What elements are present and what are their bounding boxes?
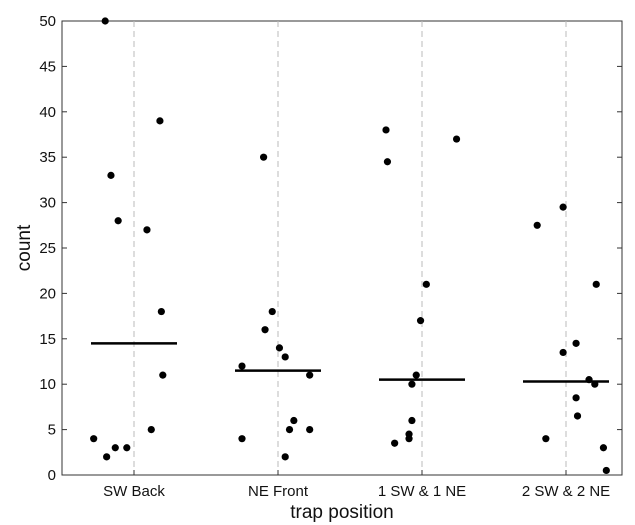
data-point xyxy=(143,226,151,234)
data-point xyxy=(572,339,580,347)
data-point xyxy=(572,394,580,402)
data-point xyxy=(573,412,582,420)
data-point xyxy=(260,153,268,161)
data-point xyxy=(585,376,593,384)
data-point xyxy=(592,280,600,288)
data-point xyxy=(238,435,246,443)
x-tick-label: SW Back xyxy=(103,483,165,500)
data-point xyxy=(281,353,289,361)
plot-area xyxy=(61,20,623,476)
y-tick-label: 15 xyxy=(39,331,56,348)
data-point xyxy=(147,426,155,434)
data-point xyxy=(602,466,610,475)
y-tick-label: 20 xyxy=(39,285,56,302)
data-point xyxy=(114,217,122,225)
data-point xyxy=(559,348,567,357)
data-point xyxy=(101,17,109,25)
data-point xyxy=(412,371,420,379)
data-point xyxy=(591,380,599,388)
x-tick-label: 1 SW & 1 NE xyxy=(378,483,466,500)
data-point xyxy=(416,317,425,325)
y-tick-label: 50 xyxy=(39,13,56,30)
data-point xyxy=(268,307,276,316)
x-tick-label: 2 SW & 2 NE xyxy=(522,483,610,500)
data-point xyxy=(111,444,119,452)
data-point xyxy=(452,135,461,143)
data-point xyxy=(559,203,567,211)
data-point xyxy=(391,439,399,447)
data-point xyxy=(542,435,550,443)
data-point xyxy=(306,426,314,434)
y-tick-label: 25 xyxy=(39,240,56,257)
y-tick-label: 0 xyxy=(48,467,56,484)
data-point xyxy=(285,426,294,434)
data-point xyxy=(408,416,416,425)
data-point xyxy=(103,453,111,461)
data-point xyxy=(157,307,165,316)
data-point xyxy=(261,326,269,334)
data-point xyxy=(408,380,416,388)
y-tick-label: 5 xyxy=(48,422,56,439)
x-tick-label: NE Front xyxy=(248,483,309,500)
data-point xyxy=(123,444,131,452)
y-axis-ticks: 0 5 10 15 20 25 30 35 40 45 50 xyxy=(39,13,622,484)
data-points xyxy=(90,17,610,475)
y-axis-title: count xyxy=(14,224,35,271)
data-point xyxy=(290,416,298,425)
y-tick-label: 10 xyxy=(39,376,56,393)
data-point xyxy=(382,126,390,134)
y-tick-label: 45 xyxy=(39,58,56,75)
data-point xyxy=(422,280,430,288)
y-tick-label: 40 xyxy=(39,104,56,121)
data-point xyxy=(90,435,98,443)
data-point xyxy=(107,171,115,179)
category-grid-lines xyxy=(133,21,567,475)
data-point xyxy=(281,453,289,461)
data-point xyxy=(238,362,246,370)
data-point xyxy=(405,430,413,438)
x-axis-title: trap position xyxy=(290,502,394,523)
data-point xyxy=(533,221,541,229)
data-point xyxy=(599,444,608,452)
data-point xyxy=(275,344,284,352)
data-point xyxy=(156,117,164,125)
y-tick-label: 35 xyxy=(39,149,56,166)
data-point xyxy=(159,371,167,379)
data-point xyxy=(383,158,392,166)
data-point xyxy=(306,371,314,379)
y-tick-label: 30 xyxy=(39,195,56,212)
x-axis-ticks: SW Back NE Front 1 SW & 1 NE 2 SW & 2 NE xyxy=(103,470,610,500)
